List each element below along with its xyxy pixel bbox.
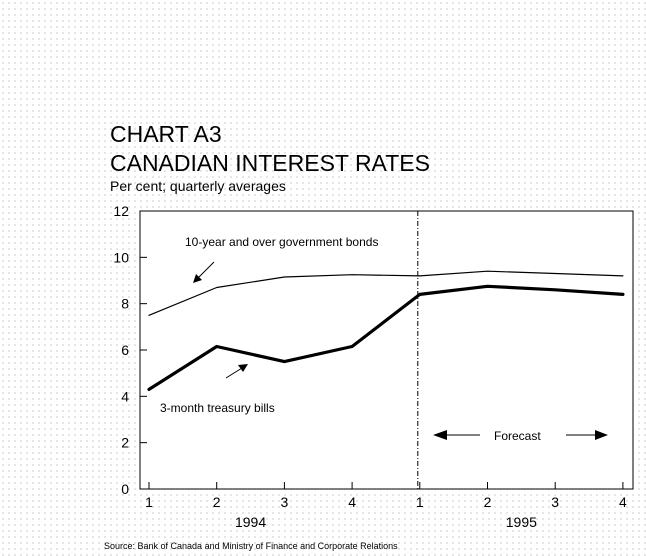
y-tick-label: 4 <box>121 388 129 404</box>
x-tick-label: 4 <box>619 494 627 510</box>
x-tick-label: 1 <box>416 494 424 510</box>
year-label: 1995 <box>506 514 537 530</box>
y-tick-label: 8 <box>121 296 129 312</box>
bonds-arrow-icon <box>193 261 215 283</box>
x-tick-label: 2 <box>484 494 492 510</box>
y-tick-label: 10 <box>113 249 129 265</box>
x-tick-label: 3 <box>551 494 559 510</box>
tbills-arrow-icon <box>225 364 248 379</box>
y-axis: 0 2 4 6 8 10 12 <box>113 203 147 497</box>
x-tick-label: 3 <box>281 494 289 510</box>
chart-title-line2: CANADIAN INTEREST RATES <box>110 150 430 176</box>
x-tick-label: 1 <box>145 494 153 510</box>
arrow-right-icon <box>566 430 608 440</box>
y-tick-label: 6 <box>121 342 129 358</box>
series-line-tbills <box>147 284 625 391</box>
series-label-tbills: 3-month treasury bills <box>160 401 275 415</box>
y-tick-label: 0 <box>121 481 129 497</box>
y-tick-label: 2 <box>121 435 129 451</box>
arrow-left-icon <box>433 430 480 440</box>
series-group <box>147 270 625 391</box>
series-line-bonds <box>148 270 624 316</box>
forecast-annotation: Forecast <box>433 429 608 443</box>
x-tick-label: 2 <box>213 494 221 510</box>
x-axis: 1 2 3 4 1 2 3 4 1994 1995 <box>145 482 627 530</box>
x-tick-label: 4 <box>348 494 356 510</box>
y-tick-label: 12 <box>113 203 129 219</box>
chart-subtitle: Per cent; quarterly averages <box>110 178 286 194</box>
plot-frame <box>139 210 634 490</box>
chart-title-line1: CHART A3 <box>110 121 222 147</box>
source-note: Source: Bank of Canada and Ministry of F… <box>104 541 398 551</box>
forecast-label: Forecast <box>494 429 541 443</box>
year-label: 1994 <box>235 514 266 530</box>
series-label-bonds: 10-year and over government bonds <box>185 235 378 249</box>
